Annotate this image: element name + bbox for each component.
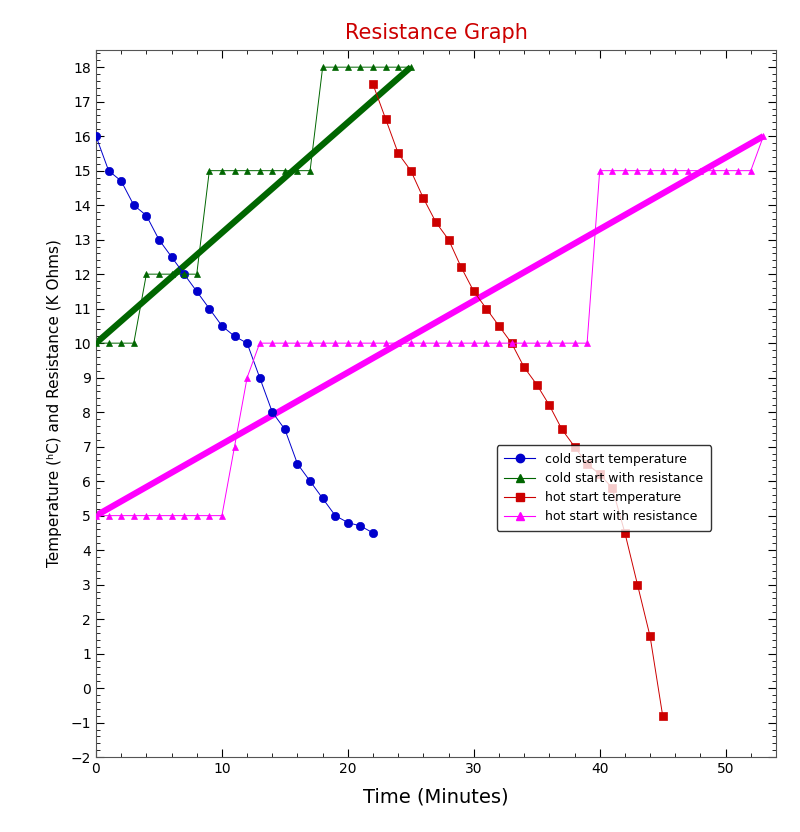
Y-axis label: Temperature (ʰC) and Resistance (K Ohms): Temperature (ʰC) and Resistance (K Ohms) [47, 240, 62, 567]
Legend: cold start temperature, cold start with resistance, hot start temperature, hot s: cold start temperature, cold start with … [497, 445, 711, 531]
X-axis label: Time (Minutes): Time (Minutes) [363, 787, 509, 806]
Title: Resistance Graph: Resistance Graph [345, 22, 527, 42]
